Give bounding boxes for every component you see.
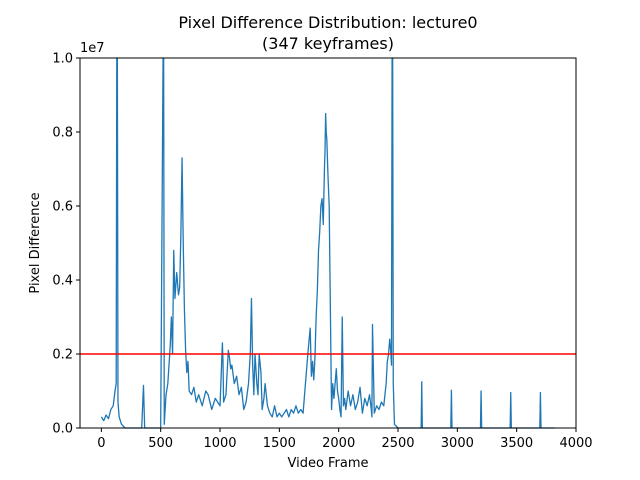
x-axis-ticks: 0 500 1000 1500 2000 2500 3000 3500 4000 <box>97 428 593 451</box>
x-tick-label: 2000 <box>322 436 355 451</box>
y-tick-label: 0.2 <box>52 348 73 363</box>
y-tick-label: 0.6 <box>52 200 73 215</box>
x-tick-label: 1500 <box>263 436 296 451</box>
chart-title-line-2: (347 keyframes) <box>262 34 394 53</box>
x-tick-label: 3500 <box>500 436 533 451</box>
plot-area <box>79 57 577 429</box>
y-tick-label: 0.8 <box>52 126 73 141</box>
chart-title-line-1: Pixel Difference Distribution: lecture0 <box>178 13 477 32</box>
pixel-difference-series-line <box>100 57 555 429</box>
y-tick-label: 0.0 <box>52 422 73 437</box>
x-tick-label: 500 <box>148 436 173 451</box>
x-tick-label: 4000 <box>559 436 592 451</box>
y-tick-label: 1.0 <box>52 52 73 67</box>
plot-frame <box>79 57 577 429</box>
x-tick-label: 0 <box>97 436 105 451</box>
y-axis-label: Pixel Difference <box>28 192 43 293</box>
x-axis-label: Video Frame <box>287 456 368 471</box>
x-tick-label: 1000 <box>203 436 236 451</box>
y-axis-offset-label: 1e7 <box>80 41 105 56</box>
y-axis-ticks: 0.0 0.2 0.4 0.6 0.8 1.0 <box>52 52 80 437</box>
x-tick-label: 3000 <box>441 436 474 451</box>
y-tick-label: 0.4 <box>52 274 73 289</box>
plot-area-background <box>80 58 576 428</box>
x-tick-label: 2500 <box>381 436 414 451</box>
